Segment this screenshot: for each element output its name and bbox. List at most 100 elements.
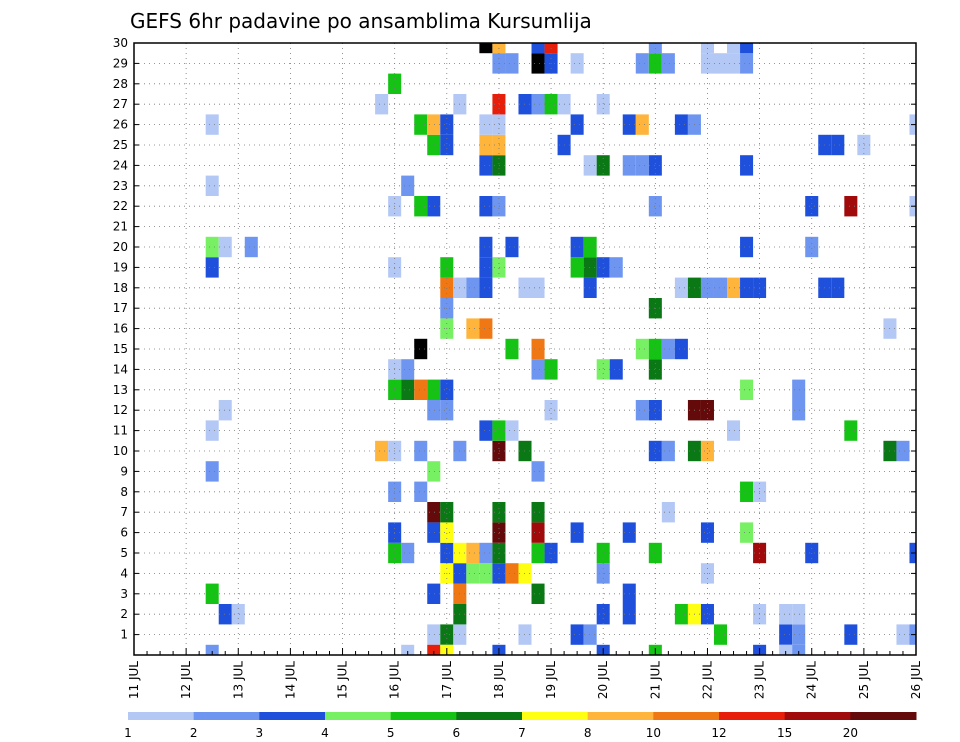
heatmap-cell [596,257,610,278]
heatmap-cell [205,257,219,278]
heatmap-cell [205,236,219,258]
heatmap-cell [648,400,662,421]
heatmap-cell [401,175,415,196]
heatmap-cell [648,155,662,176]
heatmap-cell [596,94,610,115]
heatmap-cell [844,624,858,645]
x-tick-label: 16 JUL [388,661,402,699]
y-tick-label: 15 [113,342,128,356]
heatmap-cell [440,114,454,135]
chart-title: GEFS 6hr padavine po ansamblima Kursumli… [130,9,592,33]
x-tick-label: 22 JUL [700,661,714,699]
x-tick-label: 14 JUL [283,661,297,699]
heatmap-cell [479,257,493,278]
heatmap-cell [427,379,441,400]
colorbar-swatch [259,712,326,720]
heatmap-cell [635,114,649,135]
heatmap-cell [805,236,819,258]
heatmap-cell [492,94,506,115]
colorbar-swatch [522,712,589,720]
heatmap-cell [700,604,714,625]
heatmap-cell [740,277,754,298]
heatmap-cell [466,318,480,339]
heatmap-cell [831,277,845,298]
heatmap-cell [440,624,454,645]
heatmap-cell [492,502,506,523]
heatmap-cell [857,134,871,156]
heatmap-cell [401,359,415,380]
heatmap-cell [583,236,597,258]
heatmap-cell [674,114,688,135]
heatmap-cell [427,583,441,604]
colorbar-label: 8 [584,726,592,740]
heatmap-cell [427,400,441,421]
heatmap-cell [779,644,793,655]
y-tick-label: 7 [120,505,128,519]
heatmap-cell [531,583,545,604]
heatmap-cell [479,236,493,258]
heatmap-cell [205,583,219,604]
heatmap-cell [661,502,675,523]
heatmap-cell [427,196,441,217]
y-tick-label: 1 [120,628,128,642]
heatmap-cell [479,563,493,584]
heatmap-cell [479,277,493,298]
y-tick-label: 26 [113,118,128,132]
heatmap-cell [440,257,454,278]
heatmap-cell [661,53,675,74]
heatmap-cell [427,644,441,655]
heatmap-cell [740,379,754,400]
heatmap-cell [440,379,454,400]
heatmap-cell [661,338,675,360]
heatmap-cell [570,257,584,278]
heatmap-cell [492,196,506,217]
colorbar-label: 12 [711,726,726,740]
x-tick-label: 11 JUL [127,661,141,699]
heatmap-cell [505,236,519,258]
y-tick-label: 8 [120,485,128,499]
heatmap-cell [635,155,649,176]
heatmap-cell [427,624,441,645]
colorbar-label: 4 [321,726,329,740]
colorbar: 1 2 3 4 5 6 7 8 10 12 15 20 [124,712,917,740]
heatmap-cell [205,420,219,441]
heatmap-cell [740,481,754,502]
heatmap-cell [674,277,688,298]
y-tick-label: 10 [113,444,128,458]
heatmap-cell [531,43,545,54]
heatmap-cell [440,277,454,298]
heatmap-cell [570,114,584,135]
heatmap-cell [779,604,793,625]
heatmap-cell [609,359,623,380]
heatmap-cell [440,522,454,543]
heatmap-cell [492,257,506,278]
colorbar-swatch [587,712,654,720]
heatmap-cell [414,196,428,217]
x-tick-label: 21 JUL [648,661,662,699]
heatmap-cell [648,440,662,462]
heatmap-cell [831,134,845,156]
heatmap-cell [505,563,519,584]
heatmap-cell [674,338,688,360]
heatmap-cell [713,53,728,74]
gridlines [134,43,917,655]
heatmap-cell [466,542,480,564]
y-tick-label: 18 [113,281,128,295]
heatmap-cell [531,277,545,298]
heatmap-cell [375,440,389,462]
heatmap-cell [440,502,454,523]
y-tick-label: 19 [113,260,128,274]
colorbar-label: 10 [646,726,661,740]
heatmap-cell [583,624,597,645]
heatmap-cell [479,43,493,54]
y-tick-label: 22 [113,199,128,213]
heatmap-cell [544,400,558,421]
y-tick-label: 17 [113,301,128,315]
heatmap-cell [492,134,506,156]
heatmap-cell [570,53,584,74]
heatmap-cell [375,94,389,115]
heatmap-cell [401,542,415,564]
heatmap-cell [648,196,662,217]
x-tick-label: 19 JUL [544,661,558,699]
